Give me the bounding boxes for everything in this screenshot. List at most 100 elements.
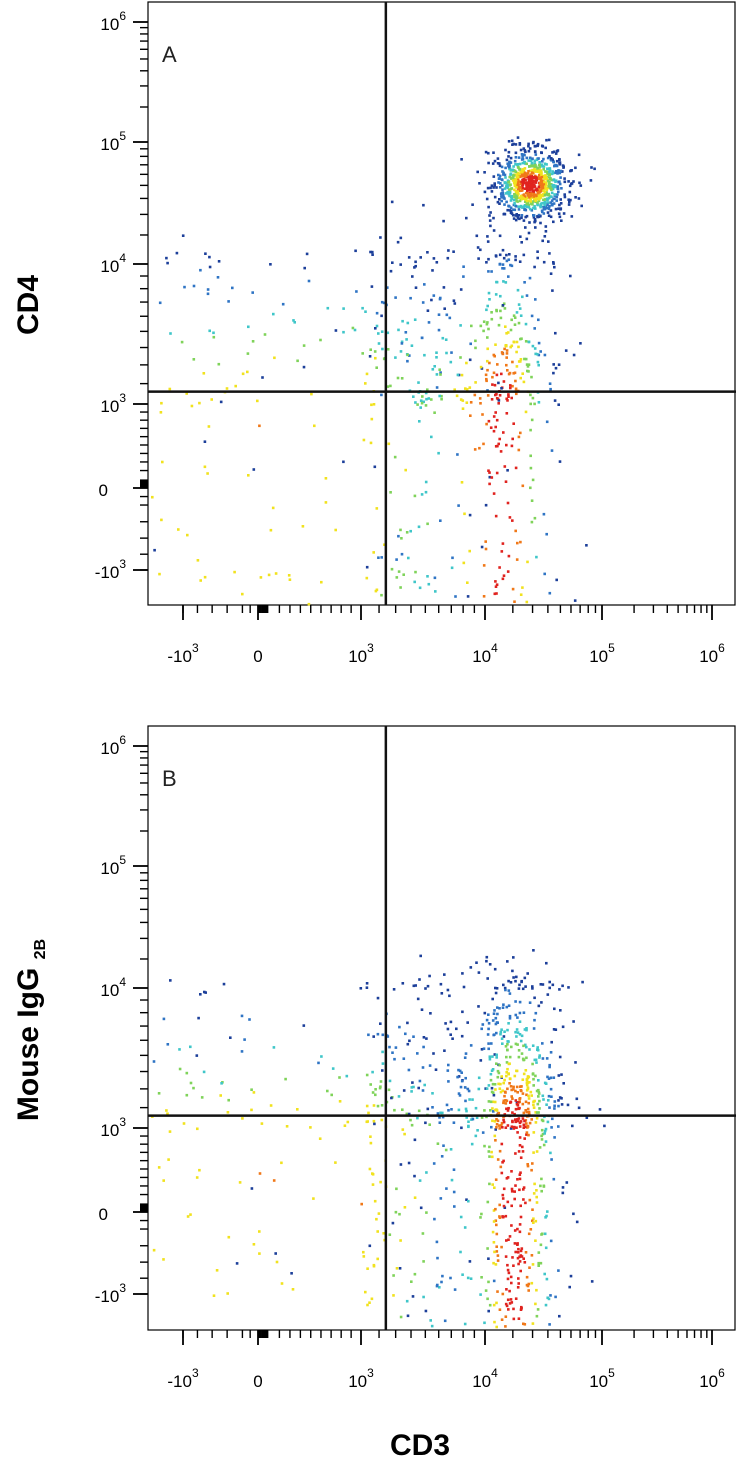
event-point	[505, 412, 509, 415]
event-point	[487, 1150, 491, 1153]
event-point	[458, 1094, 462, 1097]
event-point	[525, 174, 529, 178]
y-axis-title-b: Mouse IgG 2B	[12, 939, 49, 1121]
event-point	[525, 1028, 528, 1032]
event-point	[508, 992, 512, 995]
event-point	[537, 1111, 540, 1114]
event-point	[440, 1280, 443, 1284]
event-point	[522, 1072, 526, 1076]
event-point	[553, 1104, 556, 1108]
event-point	[515, 392, 518, 396]
event-point	[548, 382, 552, 385]
event-point	[192, 358, 196, 361]
event-point	[428, 1123, 431, 1126]
event-point	[444, 338, 448, 341]
event-point	[517, 1150, 521, 1153]
event-point	[518, 162, 522, 166]
event-point	[492, 1220, 496, 1223]
event-point	[502, 1035, 506, 1038]
event-point	[512, 174, 516, 177]
event-point	[418, 978, 421, 981]
event-point	[380, 393, 383, 397]
event-point	[535, 1150, 539, 1153]
event-point	[567, 986, 570, 989]
event-point	[538, 168, 541, 172]
event-point	[495, 280, 498, 284]
event-point	[492, 1012, 496, 1015]
event-point	[525, 600, 529, 604]
event-point	[508, 1235, 512, 1238]
event-point	[525, 1093, 528, 1097]
event-point	[524, 357, 528, 361]
event-point	[489, 1100, 493, 1104]
event-point	[560, 219, 563, 222]
event-point	[538, 1099, 541, 1103]
event-point	[466, 1021, 469, 1024]
event-point	[487, 1022, 491, 1025]
event-point	[370, 403, 373, 407]
event-point	[513, 323, 517, 326]
event-point	[381, 1062, 385, 1065]
event-point	[577, 1106, 581, 1110]
event-point	[465, 361, 468, 365]
event-point	[448, 994, 451, 998]
event-point	[514, 1000, 517, 1003]
event-point	[486, 1200, 490, 1204]
event-point	[519, 1215, 523, 1219]
event-point	[539, 169, 543, 172]
event-point	[197, 1016, 200, 1020]
event-point	[499, 450, 503, 453]
event-point	[558, 158, 561, 161]
event-point	[520, 175, 523, 178]
event-point	[496, 1012, 499, 1016]
event-point	[443, 1319, 447, 1323]
event-point	[365, 1104, 369, 1108]
event-point	[561, 164, 565, 167]
event-point	[503, 181, 507, 184]
event-point	[540, 1134, 543, 1138]
event-point	[567, 180, 570, 183]
x-tick-label: -103	[167, 641, 199, 666]
event-point	[506, 1028, 509, 1032]
event-point	[391, 1221, 395, 1225]
event-point	[504, 1255, 508, 1258]
event-point	[537, 353, 541, 357]
event-point	[483, 1011, 487, 1015]
event-point	[515, 1069, 518, 1073]
event-point	[535, 1089, 539, 1093]
event-point	[370, 417, 374, 421]
event-point	[461, 1273, 464, 1276]
event-point	[546, 203, 549, 207]
event-point	[541, 1232, 544, 1236]
event-point	[421, 1089, 425, 1092]
event-point	[509, 187, 513, 191]
event-point	[553, 1007, 556, 1011]
event-point	[574, 1061, 577, 1064]
event-point	[529, 180, 532, 183]
event-point	[527, 231, 531, 235]
event-point	[495, 1031, 498, 1035]
event-point	[529, 393, 532, 397]
event-point	[380, 556, 383, 559]
event-point	[451, 556, 454, 560]
event-point	[240, 1050, 244, 1053]
event-point	[511, 1111, 514, 1114]
event-point	[517, 303, 521, 306]
event-point	[556, 193, 559, 196]
event-point	[521, 206, 524, 209]
event-point	[196, 1127, 199, 1131]
event-point	[203, 575, 207, 579]
event-point	[419, 256, 422, 259]
event-point	[557, 212, 561, 215]
event-point	[396, 240, 400, 244]
event-point	[495, 1126, 498, 1129]
event-point	[428, 974, 431, 978]
event-point	[240, 1014, 244, 1018]
event-point	[505, 349, 509, 352]
event-point	[527, 1110, 531, 1114]
event-point	[527, 363, 531, 366]
event-point	[524, 1125, 527, 1129]
event-point	[374, 356, 377, 360]
event-point	[189, 1045, 192, 1049]
event-point	[531, 478, 535, 482]
